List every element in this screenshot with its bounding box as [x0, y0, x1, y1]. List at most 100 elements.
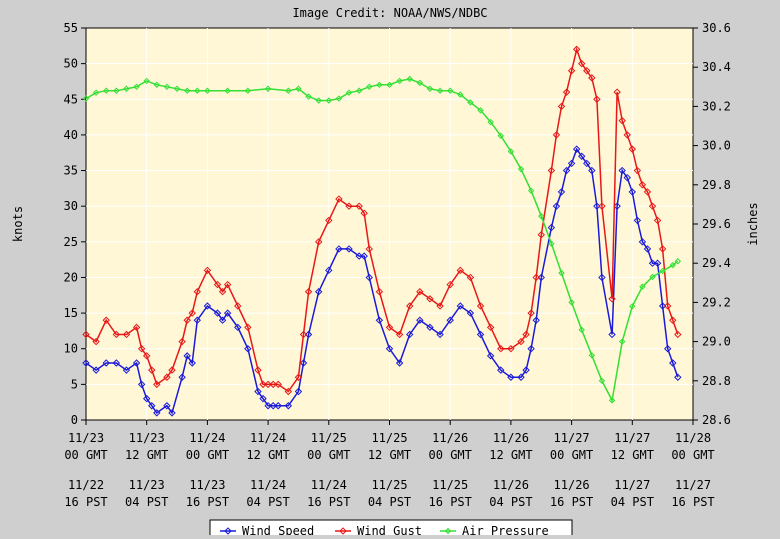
wind-speed-point [92, 366, 100, 374]
wind-speed-point [593, 202, 601, 210]
wind-gust-point [259, 380, 267, 389]
wind-speed-point [552, 202, 561, 210]
air-pressure-point [103, 87, 110, 94]
air-pressure-point [588, 352, 596, 359]
x-tick-label-pst: 11/26 [554, 478, 590, 492]
air-pressure-point [538, 212, 545, 220]
wind-gust-point [406, 302, 414, 310]
x-axis-ticks: 11/23 00 GMT 11/22 16 PST 11/23 12 GMT 11/23 04… [64, 420, 715, 509]
x-tick-label-pst: 11/24 [250, 478, 286, 492]
x-tick-label-gmt: 11/24 [250, 431, 286, 445]
wind-gust-point [608, 295, 616, 303]
x-tick-label-pst: 04 PST [125, 495, 168, 509]
y-tick-label: 35 [64, 164, 78, 178]
wind-gust-point [355, 202, 363, 210]
wind-speed-point [578, 152, 586, 160]
wind-gust-point [168, 366, 176, 374]
air-pressure-point [376, 81, 383, 89]
wind-speed-point [557, 188, 566, 196]
wind-gust-point [653, 216, 662, 225]
x-tick-label-gmt: 00 GMT [671, 448, 714, 462]
x-tick-label-gmt: 00 GMT [429, 448, 472, 462]
air-pressure-point [578, 326, 585, 334]
y2-tick-label: 29.0 [702, 335, 731, 349]
air-pressure-point [629, 303, 636, 310]
air-pressure-point [153, 81, 161, 89]
wind-gust-point [132, 323, 141, 332]
air-pressure-point [335, 95, 343, 102]
wind-gust-point [613, 88, 621, 96]
wind-speed-point [497, 366, 505, 374]
legend-wind-gust-label: Wind Gust [357, 524, 422, 535]
wind-gust-point [436, 302, 444, 310]
wind-speed-point [669, 359, 677, 367]
wind-speed-point [82, 359, 90, 367]
wind-speed-point [588, 166, 596, 175]
air-pressure-point [659, 267, 666, 275]
wind-gust-point [284, 387, 293, 396]
wind-gust-point [335, 195, 343, 203]
wind-speed-point [608, 330, 616, 339]
air-pressure-point [163, 83, 171, 91]
y-tick-label: 50 [64, 57, 78, 71]
y-axis-ticks: 0 5 10 15 20 25 30 35 40 45 50 55 [64, 21, 86, 427]
wind-speed-point [218, 316, 227, 324]
wind-speed-point [188, 359, 196, 367]
x-tick-label-gmt: 11/25 [311, 431, 347, 445]
wind-speed-point [613, 202, 621, 210]
wind-gust-point [365, 245, 373, 253]
wind-speed-point [562, 166, 571, 175]
air-pressure-point [558, 269, 565, 277]
y2-tick-label: 30.0 [702, 139, 731, 153]
x-tick-label-pst: 11/23 [129, 478, 165, 492]
x-tick-label-gmt: 11/23 [68, 431, 104, 445]
wind-gust-point [102, 316, 110, 324]
y-tick-label: 5 [71, 377, 78, 391]
wind-gust-point [658, 245, 667, 253]
wind-speed-point [284, 402, 293, 410]
x-tick-label-gmt: 12 GMT [246, 448, 289, 462]
air-pressure-point [305, 93, 312, 100]
wind-speed-point [153, 409, 161, 417]
x-tick-label-pst: 11/22 [68, 478, 104, 492]
wind-gust-point [137, 345, 146, 353]
wind-gust-point [203, 266, 212, 275]
wind-speed-point [466, 309, 475, 317]
y-tick-label: 25 [64, 235, 78, 249]
wind-gust-point [264, 380, 272, 389]
wind-gust-point [628, 145, 637, 153]
air-pressure-point [113, 87, 120, 94]
wind-gust-point [497, 345, 505, 353]
y2-tick-label: 28.8 [702, 374, 731, 388]
air-pressure-point [325, 97, 333, 104]
wind-gust-point [623, 131, 631, 139]
x-tick-label-pst: 16 PST [550, 495, 593, 509]
wind-speed-point [395, 359, 404, 367]
wind-gust-point [537, 230, 545, 239]
wind-gust-point [593, 95, 601, 103]
x-tick-label-gmt: 11/23 [129, 431, 165, 445]
y-tick-label: 40 [64, 128, 78, 142]
wind-speed-point [476, 330, 485, 339]
wind-speed-point [360, 252, 368, 260]
air-pressure-point [366, 83, 373, 91]
wind-gust-point [294, 373, 303, 381]
x-tick-label-pst: 16 PST [64, 495, 107, 509]
wind-gust-point [218, 288, 227, 296]
wind-speed-point [456, 302, 465, 310]
air-pressure-point [416, 79, 424, 87]
wind-gust-point [552, 131, 561, 139]
x-tick-label-pst: 16 PST [429, 495, 472, 509]
wind-gust-point [567, 67, 576, 75]
x-tick-label-pst: 11/27 [614, 478, 650, 492]
wind-gust-point [547, 166, 556, 175]
wind-speed-point [137, 380, 146, 389]
wind-speed-point [299, 359, 308, 367]
x-tick-label-gmt: 11/26 [432, 431, 468, 445]
x-tick-label-gmt: 12 GMT [489, 448, 532, 462]
air-pressure-series [82, 75, 682, 404]
x-tick-label-pst: 11/24 [311, 478, 347, 492]
wind-speed-line [85, 147, 679, 415]
